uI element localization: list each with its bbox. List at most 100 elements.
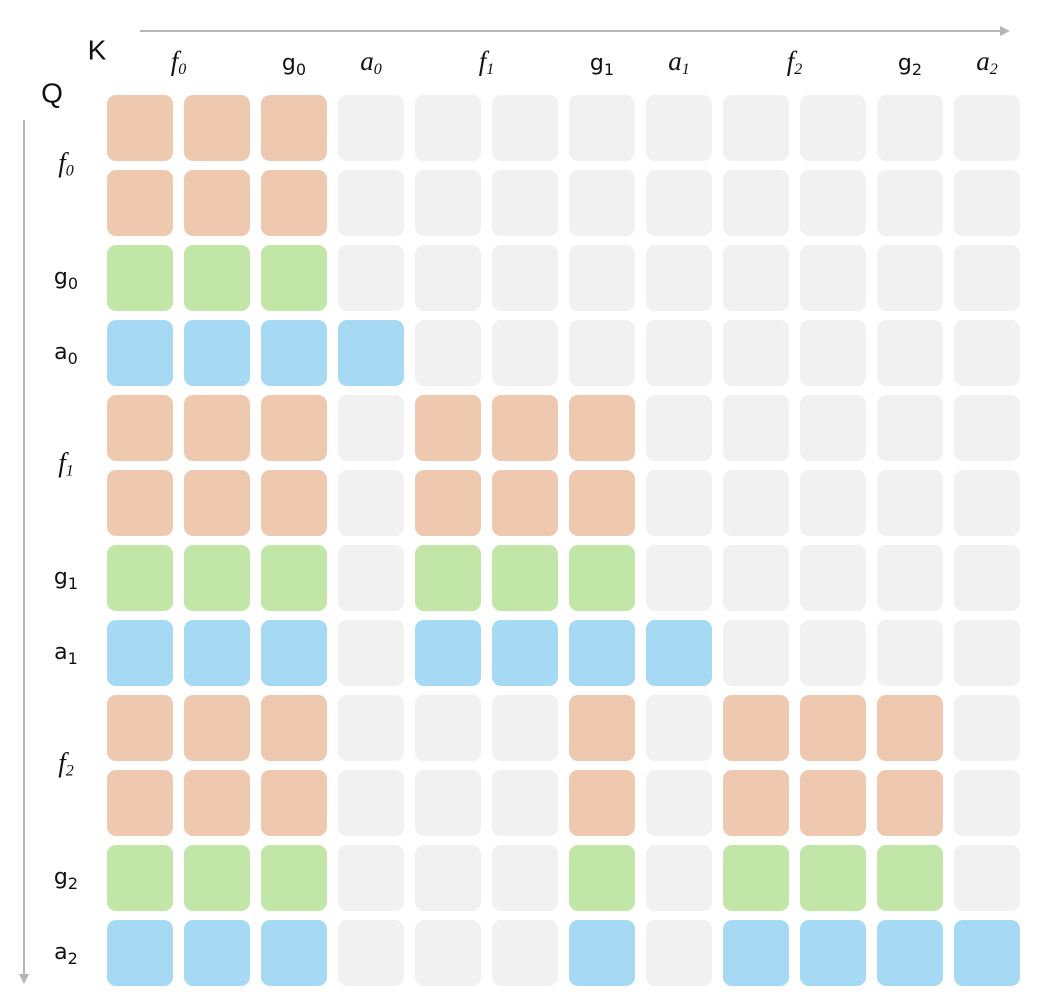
mask-cell <box>877 845 943 911</box>
mask-cell <box>569 770 635 836</box>
token-base: g <box>54 865 68 890</box>
mask-cell <box>723 695 789 761</box>
token-sub: 1 <box>66 462 74 479</box>
mask-cell <box>415 320 481 386</box>
mask-cell <box>184 920 250 986</box>
mask-cell <box>184 620 250 686</box>
q-label: Q <box>41 77 63 108</box>
mask-cell <box>184 770 250 836</box>
token-sub: 1 <box>68 574 78 593</box>
mask-cell <box>261 395 327 461</box>
mask-cell <box>800 620 866 686</box>
mask-cell <box>492 470 558 536</box>
mask-cell <box>954 395 1020 461</box>
mask-cell <box>723 320 789 386</box>
token-sub: 0 <box>178 61 186 78</box>
mask-cell <box>723 920 789 986</box>
mask-cell <box>415 470 481 536</box>
k-label: K <box>88 34 107 65</box>
mask-cell <box>954 170 1020 236</box>
mask-cell <box>415 395 481 461</box>
mask-cell <box>338 920 404 986</box>
mask-cell <box>415 95 481 161</box>
mask-cell <box>492 245 558 311</box>
mask-cell <box>723 845 789 911</box>
token-base: g <box>590 51 604 76</box>
mask-cell <box>492 170 558 236</box>
token-base: a <box>976 46 990 76</box>
mask-cell <box>492 845 558 911</box>
token-sub: 0 <box>296 60 306 79</box>
mask-cell <box>954 770 1020 836</box>
token-label: a1 <box>668 46 690 77</box>
mask-cell <box>338 545 404 611</box>
mask-cell <box>877 170 943 236</box>
mask-cell <box>184 95 250 161</box>
mask-cell <box>646 320 712 386</box>
mask-cell <box>107 845 173 911</box>
mask-cell <box>569 170 635 236</box>
mask-cell <box>261 245 327 311</box>
mask-cell <box>338 470 404 536</box>
mask-cell <box>415 695 481 761</box>
mask-cell <box>646 395 712 461</box>
token-label: g0 <box>282 51 306 79</box>
mask-cell <box>261 470 327 536</box>
token-sub: 0 <box>68 349 78 368</box>
mask-cell <box>338 620 404 686</box>
token-label: a2 <box>976 46 998 77</box>
mask-cell <box>723 395 789 461</box>
mask-cell <box>338 245 404 311</box>
token-label: f0 <box>171 46 187 77</box>
token-base: f <box>479 46 490 76</box>
token-base: f <box>787 46 798 76</box>
token-base: a <box>54 640 67 665</box>
mask-cell <box>492 395 558 461</box>
mask-cell <box>184 395 250 461</box>
mask-cell <box>338 320 404 386</box>
mask-cell <box>338 695 404 761</box>
token-label: g1 <box>590 51 614 79</box>
mask-cell <box>107 695 173 761</box>
token-sub: 0 <box>68 274 78 293</box>
mask-cell <box>492 920 558 986</box>
token-base: a <box>360 46 374 76</box>
mask-cell <box>338 845 404 911</box>
mask-cell <box>646 545 712 611</box>
token-base: a <box>668 46 682 76</box>
mask-cell <box>646 920 712 986</box>
mask-cell <box>954 470 1020 536</box>
token-base: g <box>54 265 68 290</box>
mask-cell <box>877 770 943 836</box>
mask-cell <box>338 170 404 236</box>
mask-cell <box>800 695 866 761</box>
mask-cell <box>723 245 789 311</box>
mask-cell <box>184 695 250 761</box>
mask-cell <box>107 470 173 536</box>
token-base: f <box>171 46 182 76</box>
mask-cell <box>569 320 635 386</box>
mask-cell <box>107 320 173 386</box>
token-label: f2 <box>58 748 74 779</box>
token-sub: 2 <box>912 60 922 79</box>
mask-cell <box>338 95 404 161</box>
mask-cell <box>954 320 1020 386</box>
mask-cell <box>954 695 1020 761</box>
mask-cell <box>261 845 327 911</box>
token-sub: 2 <box>68 874 78 893</box>
token-label: a0 <box>54 340 78 368</box>
mask-cell <box>184 170 250 236</box>
mask-cell <box>723 620 789 686</box>
mask-cell <box>569 620 635 686</box>
mask-cell <box>954 620 1020 686</box>
mask-cell <box>877 545 943 611</box>
mask-cell <box>261 170 327 236</box>
mask-cell <box>569 920 635 986</box>
mask-cell <box>107 170 173 236</box>
mask-cell <box>800 170 866 236</box>
mask-cell <box>800 770 866 836</box>
token-sub: 1 <box>682 61 690 78</box>
token-label: g1 <box>54 565 78 593</box>
token-label: a0 <box>360 46 382 77</box>
token-label: g2 <box>54 865 78 893</box>
